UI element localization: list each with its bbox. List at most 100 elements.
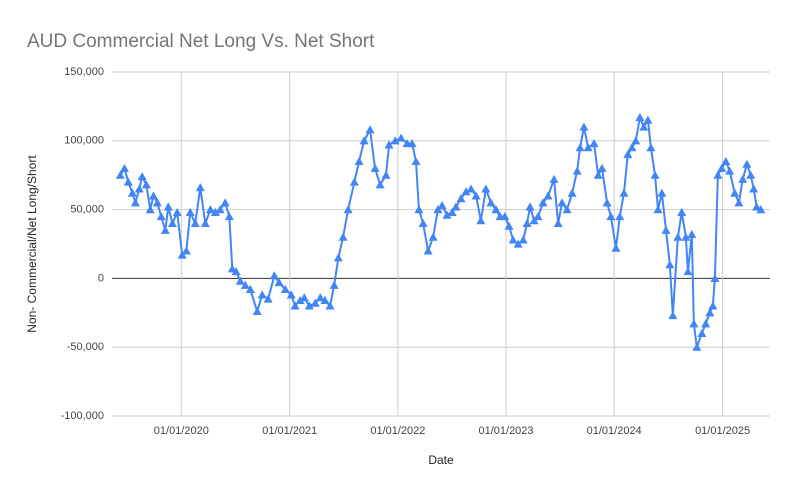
x-tick-label: 01/01/2022 — [370, 425, 425, 437]
y-tick-label: 0 — [98, 272, 104, 284]
point-marker — [653, 205, 663, 214]
point-marker — [172, 207, 182, 216]
point-marker — [533, 211, 543, 221]
point-marker — [504, 221, 514, 230]
point-marker — [338, 232, 348, 241]
point-marker — [286, 290, 296, 299]
point-marker — [623, 150, 633, 159]
point-marker — [231, 267, 241, 276]
point-marker — [365, 125, 375, 134]
point-marker — [320, 295, 330, 305]
point-marker — [428, 232, 438, 241]
point-marker — [697, 328, 707, 338]
point-marker — [447, 207, 457, 216]
y-axis-title: Non- Commercial/Net Long/Short — [25, 155, 39, 333]
chart-title: AUD Commercial Net Long Vs. Net Short — [27, 31, 375, 52]
point-marker — [710, 273, 720, 282]
point-marker — [529, 216, 539, 225]
point-marker — [145, 205, 155, 214]
point-marker — [491, 205, 501, 214]
point-marker — [597, 163, 607, 172]
point-marker — [730, 188, 740, 197]
point-marker — [329, 280, 339, 289]
point-marker — [692, 342, 702, 351]
point-marker — [381, 170, 391, 179]
point-marker — [627, 143, 637, 152]
point-marker — [681, 232, 691, 241]
point-marker — [390, 136, 400, 145]
point-marker — [717, 163, 727, 172]
point-marker — [661, 225, 671, 234]
point-marker — [708, 301, 718, 310]
point-marker — [137, 172, 147, 181]
point-marker — [127, 188, 137, 197]
point-marker — [418, 218, 428, 227]
point-marker — [583, 143, 593, 152]
point-marker — [650, 170, 660, 179]
point-marker — [433, 205, 443, 214]
y-tick-label: 100,000 — [64, 135, 104, 147]
point-marker — [414, 205, 424, 214]
x-axis-title: Date — [428, 453, 454, 467]
point-marker — [224, 211, 234, 221]
point-marker — [734, 198, 744, 207]
point-marker — [615, 211, 625, 221]
point-marker — [384, 140, 394, 149]
point-marker — [195, 183, 205, 192]
point-marker — [257, 290, 267, 299]
point-marker — [141, 180, 151, 189]
point-marker — [451, 202, 461, 211]
x-tick-label: 01/01/2023 — [478, 425, 533, 437]
point-marker — [349, 177, 359, 186]
point-marker — [589, 139, 599, 148]
x-tick-label: 01/01/2024 — [587, 425, 642, 437]
point-marker — [643, 115, 653, 124]
point-marker — [200, 218, 210, 227]
point-marker — [130, 198, 140, 207]
point-marker — [148, 191, 158, 200]
point-marker — [513, 239, 523, 248]
point-marker — [290, 301, 300, 310]
point-marker — [437, 200, 447, 210]
point-marker — [263, 294, 273, 303]
point-marker — [407, 139, 417, 148]
point-marker — [396, 133, 406, 142]
point-marker — [553, 218, 563, 227]
point-marker — [123, 177, 133, 186]
point-marker — [575, 143, 585, 152]
point-marker — [190, 218, 200, 227]
point-marker — [240, 280, 250, 289]
point-marker — [245, 284, 255, 294]
point-marker — [665, 260, 675, 269]
point-marker — [461, 187, 471, 196]
point-marker — [163, 202, 173, 211]
point-marker — [215, 205, 225, 214]
point-marker — [611, 243, 621, 252]
point-marker — [705, 308, 715, 317]
point-marker — [579, 122, 589, 131]
point-marker — [500, 211, 510, 221]
point-marker — [742, 159, 752, 168]
point-marker — [557, 198, 567, 207]
point-marker — [152, 198, 162, 207]
point-marker — [333, 253, 343, 262]
point-marker — [315, 293, 325, 302]
point-marker — [508, 235, 518, 244]
x-tick-label: 01/01/2025 — [695, 425, 750, 437]
point-marker — [562, 205, 572, 214]
point-marker — [687, 229, 697, 238]
point-marker — [299, 293, 309, 302]
point-marker — [677, 207, 687, 216]
point-marker — [701, 319, 711, 328]
point-marker — [375, 180, 385, 189]
y-tick-label: -50,000 — [67, 341, 104, 353]
point-marker — [646, 143, 656, 152]
point-marker — [325, 301, 335, 310]
point-marker — [713, 170, 723, 179]
point-marker — [295, 295, 305, 305]
point-marker — [639, 122, 649, 131]
point-marker — [343, 205, 353, 214]
point-marker — [543, 191, 553, 200]
